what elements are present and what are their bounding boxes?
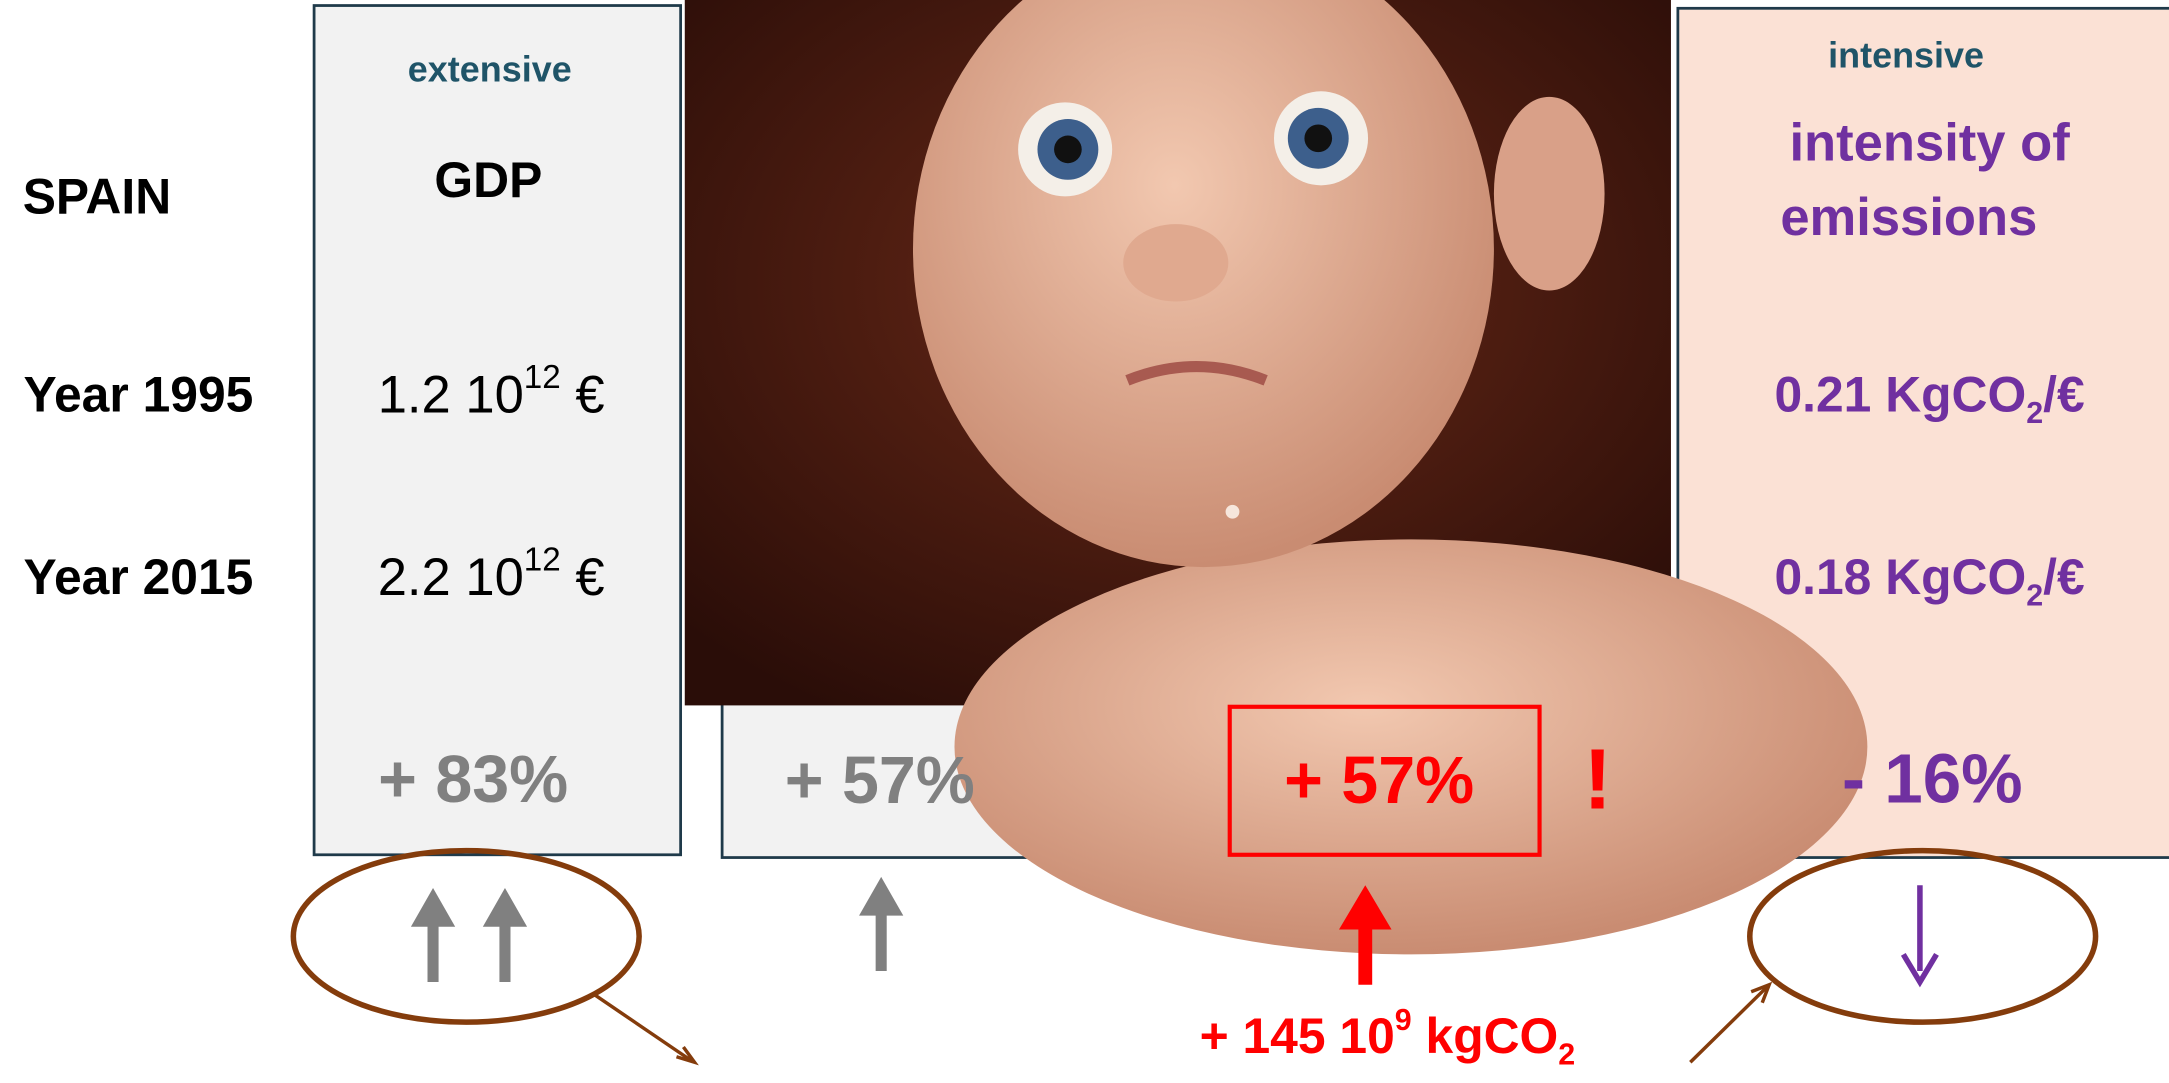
number: 1.2 10 — [378, 365, 524, 424]
row-label: Year 1995 — [24, 367, 254, 423]
gdp-value: 1.2 1012 € — [378, 359, 605, 424]
column-label: extensive — [408, 48, 572, 89]
number: 0.18 KgCO — [1774, 549, 2026, 605]
row-label: Year 2015 — [24, 549, 254, 605]
number: 0.21 KgCO — [1774, 367, 2026, 423]
number: 2.2 10 — [378, 548, 524, 607]
up-arrows — [411, 877, 903, 982]
extensive-box — [314, 6, 681, 855]
highlight-ellipse — [293, 851, 639, 1023]
number: + 145 10 — [1200, 1008, 1395, 1064]
exponent: 9 — [1395, 1003, 1412, 1037]
unit: /€ — [2043, 367, 2085, 423]
slide: SPAIN Year 1995 Year 2015 extensive GDP … — [0, 0, 2169, 1083]
column-title: intensity of — [1789, 113, 2070, 172]
exponent: 12 — [524, 359, 561, 396]
change: + 57% — [785, 744, 975, 818]
country: SPAIN — [23, 169, 171, 225]
gdp-value: 2.2 1012 € — [378, 541, 605, 606]
column-title: GDP — [434, 152, 542, 208]
subscript: 2 — [2026, 579, 2043, 613]
alert: ! — [1583, 731, 1612, 827]
column-label: intensive — [1828, 35, 1984, 76]
unit: kgCO — [1412, 1008, 1559, 1064]
unit: /€ — [2043, 549, 2085, 605]
subscript: 2 — [1558, 1038, 1575, 1072]
change: - 16% — [1842, 740, 2023, 818]
unit: € — [561, 548, 605, 607]
connector-lines — [592, 985, 1769, 1062]
column-title: emissions — [1780, 188, 2037, 247]
page: {"row_header": "SPAIN", "rows": ["Year 1… — [0, 0, 2169, 1083]
increase: + 145 109 kgCO2 — [1200, 1003, 1576, 1072]
change: + 83% — [378, 743, 568, 817]
down-arrow — [1903, 885, 1936, 982]
exponent: 12 — [524, 541, 561, 578]
unit: € — [561, 365, 605, 424]
change: + 57% — [1284, 744, 1474, 818]
subscript: 2 — [2026, 396, 2043, 430]
